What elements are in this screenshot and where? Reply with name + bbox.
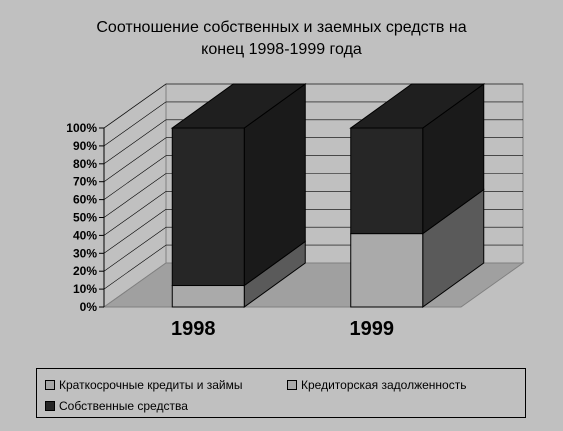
legend-label-accounts-payable: Кредиторская задолженность: [301, 378, 467, 392]
legend-swatch-accounts-payable: [287, 380, 297, 390]
gridline-side: [103, 209, 167, 254]
legend-item-short-term-loans: Краткосрочные кредиты и займы: [45, 378, 243, 392]
y-tick-label: 70%: [73, 175, 97, 189]
legend-label-short-term-loans: Краткосрочные кредиты и займы: [59, 378, 243, 392]
y-tick-label: 40%: [73, 228, 97, 242]
gridline-side: [103, 155, 167, 200]
bar-segment: [171, 127, 245, 287]
bar-top: [170, 83, 307, 129]
gridline-side: [103, 173, 167, 218]
bar-segment: [171, 285, 245, 308]
y-tick-label: 10%: [73, 282, 97, 296]
legend-item-accounts-payable: Кредиторская задолженность: [287, 378, 466, 392]
legend-label-equity: Собственные средства: [59, 399, 188, 413]
y-tick-label: 30%: [73, 246, 97, 260]
legend-swatch-short-term-loans: [45, 380, 55, 390]
gridline-side: [103, 83, 167, 129]
y-tick-label: 20%: [73, 264, 97, 278]
gridline-side: [103, 226, 167, 272]
gridline-side: [103, 137, 167, 182]
y-tick-label: 100%: [66, 121, 97, 135]
gridline-side: [103, 119, 167, 165]
y-tick-label: 50%: [73, 211, 97, 225]
y-tick-label: 90%: [73, 139, 97, 153]
gridline-side: [103, 191, 167, 236]
gridline-side: [103, 244, 167, 290]
legend-swatch-equity: [45, 401, 55, 411]
y-tick-label: 60%: [73, 193, 97, 207]
bar-segment: [350, 127, 424, 235]
y-tick-label: 80%: [73, 157, 97, 171]
chart-legend: Краткосрочные кредиты и займы Кредиторск…: [36, 368, 526, 418]
y-tick-label: 0%: [80, 300, 98, 314]
x-tick-label: 1999: [350, 318, 395, 340]
gridline-side: [103, 101, 167, 147]
chart-title: Соотношение собственных и заемных средст…: [96, 19, 467, 58]
x-tick-label: 1998: [171, 318, 216, 340]
bar-segment: [350, 233, 424, 308]
bar-top: [349, 83, 486, 129]
legend-item-equity: Собственные средства: [45, 399, 188, 413]
